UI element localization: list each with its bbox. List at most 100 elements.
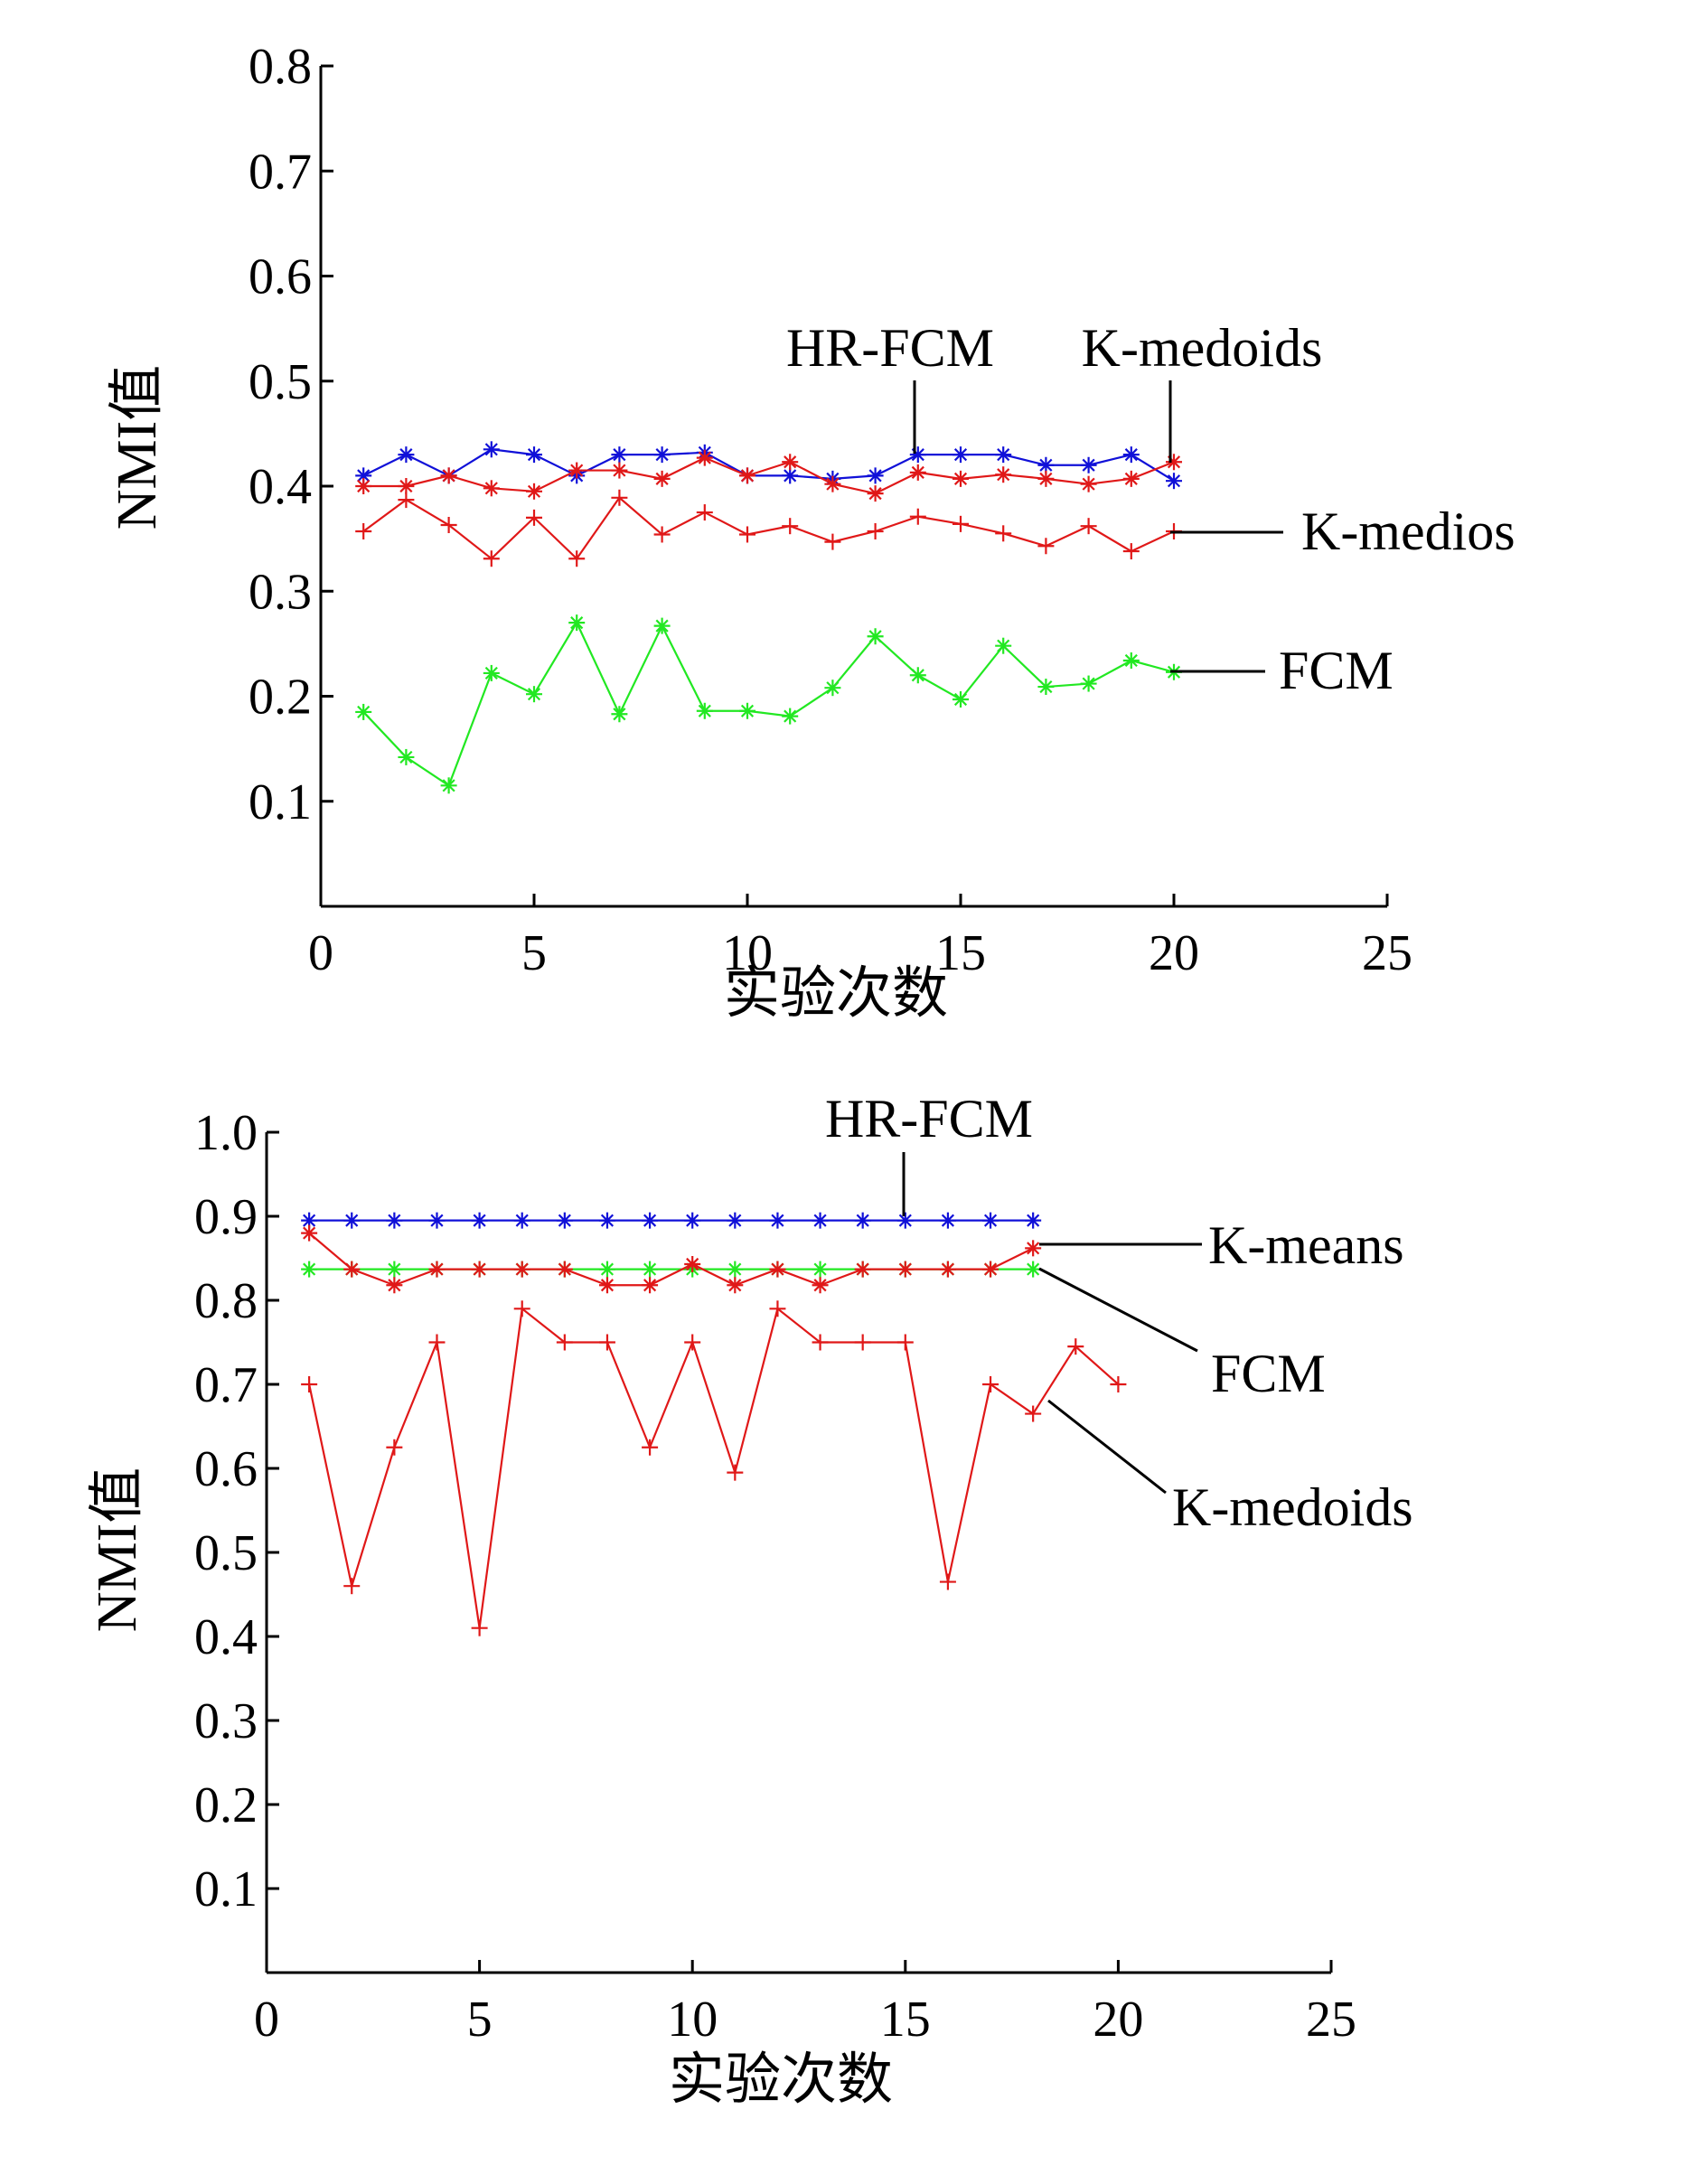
callout-k-medios: K-medios: [1301, 502, 1516, 561]
data-point: [769, 1261, 786, 1278]
data-point: [343, 1578, 361, 1595]
data-point: [513, 1212, 530, 1229]
data-point: [1037, 470, 1055, 487]
data-point: [653, 526, 671, 543]
x-axis-title: 实验次数: [669, 2049, 893, 2111]
data-point: [428, 1261, 446, 1278]
y-tick-label: 1.0: [194, 1105, 258, 1161]
data-point: [611, 462, 628, 479]
data-point: [428, 1212, 446, 1229]
data-point: [684, 1212, 701, 1229]
data-point: [739, 702, 755, 719]
data-point: [982, 1261, 999, 1278]
data-point: [513, 1261, 530, 1278]
data-point: [440, 467, 457, 484]
data-point: [526, 509, 542, 526]
data-point: [611, 446, 628, 464]
data-point: [1122, 652, 1140, 669]
y-ticks: 0.1 0.2 0.3 0.4 0.5 0.6 0.7 0.8 0.9 1.0: [194, 1105, 279, 1917]
data-point: [1122, 446, 1140, 464]
data-point: [684, 1256, 701, 1273]
data-point: [696, 702, 713, 719]
y-tick-label: 0.2: [249, 670, 312, 726]
data-point: [386, 1212, 403, 1229]
y-tick-label: 0.1: [249, 774, 312, 830]
data-point: [611, 489, 628, 506]
callout-k-medoids: K-medoids: [1172, 1477, 1413, 1537]
data-point: [483, 664, 500, 681]
data-point: [1080, 475, 1097, 492]
data-point: [1025, 1405, 1042, 1422]
data-point: [440, 777, 457, 794]
data-point: [867, 485, 884, 502]
callout-leader-k-medoids: [1047, 1399, 1167, 1495]
data-point: [867, 467, 884, 484]
data-point: [343, 1261, 361, 1278]
data-point: [696, 504, 713, 521]
data-point: [1037, 538, 1055, 555]
data-point: [896, 1334, 914, 1351]
data-point: [398, 748, 415, 765]
y-axis-title: NMI值: [87, 1467, 148, 1633]
data-point: [739, 467, 755, 484]
data-point: [471, 1261, 488, 1278]
data-point: [598, 1261, 615, 1278]
y-tick-label: 0.2: [194, 1777, 258, 1833]
callout-k-means: K-means: [1208, 1215, 1404, 1275]
y-tick-label: 0.6: [249, 249, 312, 305]
data-point: [953, 690, 969, 708]
data-point: [1166, 473, 1182, 490]
y-tick-label: 0.3: [249, 564, 312, 620]
data-point: [1122, 470, 1140, 487]
data-point: [386, 1439, 403, 1456]
data-point: [301, 1261, 318, 1278]
x-axis-title: 实验次数: [724, 963, 948, 1025]
chart-top: 0 5 10 15 20 25 0.1 0.2 0.3 0.4 0.5 0.6 0.7 0.8 实验次数…: [107, 39, 1516, 1025]
y-tick-label: 0.6: [194, 1441, 258, 1497]
data-point: [1067, 1338, 1084, 1355]
data-point: [440, 517, 457, 534]
data-point: [1037, 456, 1055, 473]
y-tick-label: 0.4: [194, 1609, 258, 1665]
data-point: [939, 1212, 956, 1229]
y-tick-label: 0.4: [249, 459, 312, 515]
data-point: [939, 1573, 956, 1590]
x-tick-label: 20: [1093, 1992, 1143, 2048]
data-point: [824, 680, 841, 697]
x-tick-label: 10: [667, 1992, 718, 2048]
data-point: [1025, 1212, 1042, 1229]
data-point: [854, 1212, 871, 1229]
data-point: [355, 478, 372, 494]
data-point: [1166, 454, 1182, 471]
series-hr-fcm: [355, 441, 1182, 490]
callouts: HR-FCM K-means FCM K-medoids: [825, 1089, 1413, 1537]
y-tick-label: 0.7: [194, 1357, 258, 1413]
series-fcm: [355, 614, 1182, 794]
data-point: [301, 1224, 318, 1242]
series-k-medoids: [355, 449, 1182, 502]
data-point: [471, 1212, 488, 1229]
data-point: [782, 708, 799, 725]
data-point: [483, 441, 500, 458]
data-point: [739, 526, 755, 543]
callout-leader-fcm: [1038, 1267, 1198, 1353]
data-point: [526, 686, 542, 703]
data-point: [483, 550, 500, 567]
data-point: [896, 1212, 914, 1229]
data-point: [355, 703, 372, 720]
callout-k-medoids: K-medoids: [1082, 318, 1323, 378]
data-point: [953, 470, 969, 487]
data-point: [598, 1334, 615, 1351]
callout-fcm: FCM: [1279, 641, 1394, 700]
y-tick-label: 0.3: [194, 1693, 258, 1749]
x-tick-label: 15: [880, 1992, 931, 2048]
series-line: [1032, 1345, 1120, 1415]
data-point: [909, 464, 926, 481]
data-point: [727, 1277, 744, 1294]
data-point: [1110, 1376, 1127, 1392]
data-point: [398, 492, 415, 509]
x-tick-label: 20: [1149, 925, 1199, 981]
series-k-medios: [355, 489, 1182, 567]
data-point: [598, 1212, 615, 1229]
